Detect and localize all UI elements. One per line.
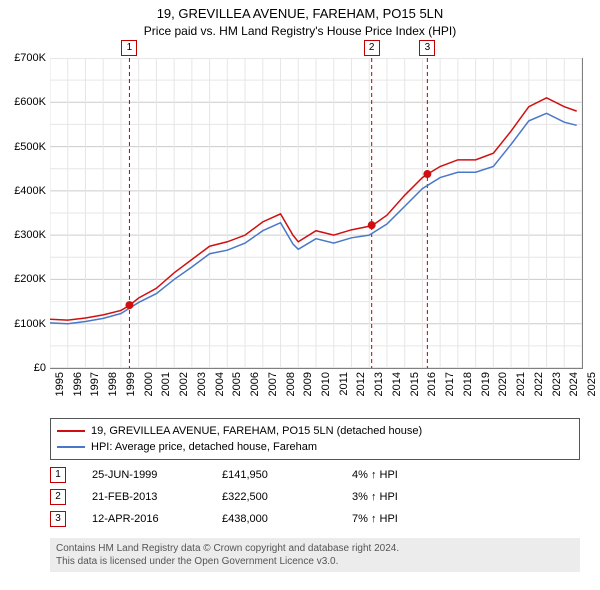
event-delta: 4% ↑ HPI: [352, 469, 472, 481]
y-tick-label: £100K: [0, 318, 46, 330]
event-table: 1 25-JUN-1999£141,9504% ↑ HPI 2 21-FEB-2013…: [50, 464, 580, 530]
x-tick-label: 2000: [143, 372, 155, 396]
x-tick-label: 2002: [178, 372, 190, 396]
chart-legend: 19, GREVILLEA AVENUE, FAREHAM, PO15 5LN …: [50, 418, 580, 460]
event-price: £322,500: [222, 491, 352, 503]
x-tick-label: 2024: [568, 372, 580, 396]
footer-line1: Contains HM Land Registry data © Crown c…: [56, 542, 574, 555]
event-row: 2 21-FEB-2013£322,5003% ↑ HPI: [50, 486, 580, 508]
x-tick-label: 1999: [125, 372, 137, 396]
event-date: 12-APR-2016: [92, 513, 222, 525]
x-tick-label: 1996: [72, 372, 84, 396]
attribution-footer: Contains HM Land Registry data © Crown c…: [50, 538, 580, 572]
y-tick-label: £400K: [0, 185, 46, 197]
x-tick-label: 2022: [533, 372, 545, 396]
event-row: 1 25-JUN-1999£141,9504% ↑ HPI: [50, 464, 580, 486]
x-tick-label: 2021: [515, 372, 527, 396]
x-tick-label: 2017: [444, 372, 456, 396]
event-marker-1: 1: [121, 40, 137, 56]
footer-line2: This data is licensed under the Open Gov…: [56, 555, 574, 568]
x-tick-label: 2001: [160, 372, 172, 396]
x-tick-label: 2023: [551, 372, 563, 396]
line-chart: [50, 58, 583, 369]
event-row-marker: 1: [50, 467, 66, 483]
x-tick-label: 2018: [462, 372, 474, 396]
event-marker-2: 2: [364, 40, 380, 56]
event-price: £141,950: [222, 469, 352, 481]
x-tick-label: 2006: [249, 372, 261, 396]
x-tick-label: 2014: [391, 372, 403, 396]
event-marker-3: 3: [419, 40, 435, 56]
event-date: 21-FEB-2013: [92, 491, 222, 503]
x-tick-label: 1995: [54, 372, 66, 396]
x-tick-label: 2019: [480, 372, 492, 396]
x-tick-label: 2010: [320, 372, 332, 396]
event-row: 3 12-APR-2016£438,0007% ↑ HPI: [50, 508, 580, 530]
x-tick-label: 2015: [409, 372, 421, 396]
chart-title-line1: 19, GREVILLEA AVENUE, FAREHAM, PO15 5LN: [0, 6, 600, 21]
chart-title-line2: Price paid vs. HM Land Registry's House …: [0, 24, 600, 38]
x-tick-label: 2004: [214, 372, 226, 396]
y-tick-label: £500K: [0, 141, 46, 153]
y-tick-label: £0: [0, 362, 46, 374]
legend-item: HPI: Average price, detached house, Fare…: [57, 439, 573, 455]
x-tick-label: 2016: [426, 372, 438, 396]
x-tick-label: 2013: [373, 372, 385, 396]
x-tick-label: 1997: [89, 372, 101, 396]
chart-container: 19, GREVILLEA AVENUE, FAREHAM, PO15 5LN …: [0, 0, 600, 590]
event-row-marker: 2: [50, 489, 66, 505]
legend-swatch: [57, 446, 85, 448]
event-row-marker: 3: [50, 511, 66, 527]
x-tick-label: 2012: [355, 372, 367, 396]
y-tick-label: £600K: [0, 96, 46, 108]
x-tick-label: 2007: [267, 372, 279, 396]
x-tick-label: 2003: [196, 372, 208, 396]
x-tick-label: 2020: [497, 372, 509, 396]
y-tick-label: £700K: [0, 52, 46, 64]
x-tick-label: 2008: [285, 372, 297, 396]
y-tick-label: £300K: [0, 229, 46, 241]
x-tick-label: 2011: [338, 372, 350, 396]
x-tick-label: 2009: [302, 372, 314, 396]
legend-swatch: [57, 430, 85, 432]
event-delta: 3% ↑ HPI: [352, 491, 472, 503]
x-tick-label: 2025: [586, 372, 598, 396]
x-tick-label: 2005: [231, 372, 243, 396]
legend-label: HPI: Average price, detached house, Fare…: [91, 439, 317, 455]
y-tick-label: £200K: [0, 273, 46, 285]
event-price: £438,000: [222, 513, 352, 525]
event-delta: 7% ↑ HPI: [352, 513, 472, 525]
x-tick-label: 1998: [107, 372, 119, 396]
legend-label: 19, GREVILLEA AVENUE, FAREHAM, PO15 5LN …: [91, 423, 422, 439]
legend-item: 19, GREVILLEA AVENUE, FAREHAM, PO15 5LN …: [57, 423, 573, 439]
event-date: 25-JUN-1999: [92, 469, 222, 481]
